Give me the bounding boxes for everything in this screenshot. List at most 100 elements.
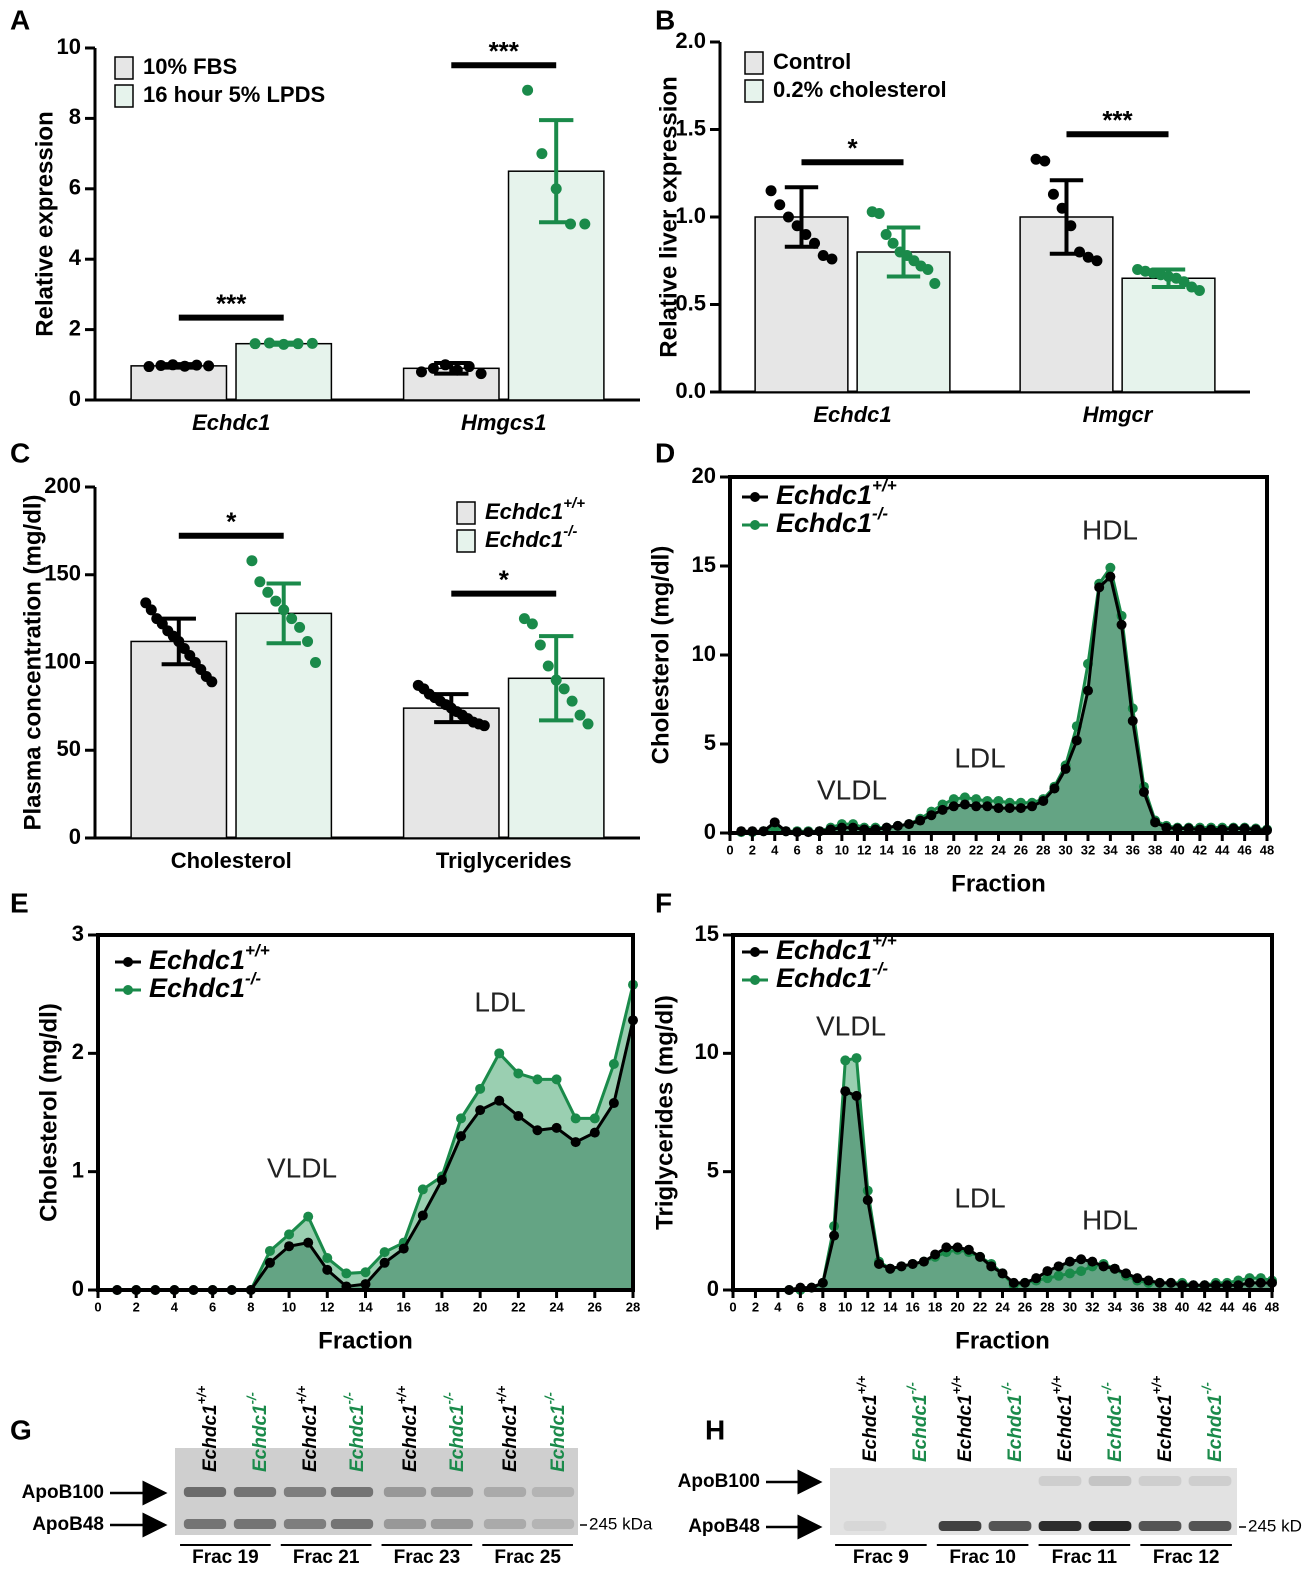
data-point	[1061, 764, 1071, 774]
data-point	[1020, 1278, 1030, 1288]
data-point	[579, 219, 590, 230]
annotation: HDL	[1082, 1204, 1138, 1235]
panel-letter: D	[655, 437, 675, 468]
data-point	[527, 618, 538, 629]
data-point	[571, 1113, 581, 1123]
data-point	[513, 1111, 523, 1121]
data-point	[361, 1267, 371, 1277]
data-point	[874, 1259, 884, 1269]
x-tick-label: 42	[1193, 842, 1207, 857]
blot-band	[234, 1519, 276, 1529]
x-tick-label: 6	[794, 842, 801, 857]
data-point	[475, 1105, 485, 1115]
data-point	[998, 1268, 1008, 1278]
data-point	[926, 810, 936, 820]
x-tick-label: 18	[435, 1299, 449, 1314]
legend-swatch	[745, 52, 763, 74]
blot-band	[484, 1519, 526, 1529]
lane-sup: -/-	[1099, 1382, 1114, 1394]
data-point	[949, 801, 959, 811]
data-point	[250, 338, 261, 349]
fraction-label: Frac 10	[949, 1547, 1016, 1568]
x-tick-label: Cholesterol	[171, 848, 292, 873]
data-point	[1042, 1266, 1052, 1276]
legend-name: Echdc1	[149, 945, 245, 975]
data-point	[1054, 1271, 1064, 1281]
legend-label: Echdc1-/-	[776, 959, 888, 993]
data-point	[975, 1252, 985, 1262]
blot-band	[1039, 1521, 1082, 1531]
legend-name: 0.2% cholesterol	[773, 77, 947, 102]
x-tick-label: 40	[1175, 1299, 1189, 1314]
x-tick-label: 24	[995, 1299, 1010, 1314]
x-tick-label: 12	[857, 842, 871, 857]
x-tick-label: 14	[883, 1299, 898, 1314]
y-axis-label: Cholesterol (mg/dl)	[647, 546, 674, 765]
x-tick-label: 32	[1085, 1299, 1099, 1314]
panel-letter: A	[10, 4, 30, 35]
data-point	[310, 657, 321, 668]
significance-label: *	[847, 133, 858, 163]
x-tick-label: 46	[1242, 1299, 1256, 1314]
panel-letter: E	[10, 887, 29, 918]
lane-sup: -/-	[904, 1382, 919, 1394]
fraction-label: Frac 9	[853, 1547, 909, 1568]
x-tick-label: 22	[969, 842, 983, 857]
blot-band	[184, 1487, 226, 1497]
annotation: LDL	[474, 986, 525, 1017]
legend-dot	[123, 985, 133, 995]
lane-name: Echdc1	[300, 1404, 321, 1472]
x-tick-label: Hmgcs1	[461, 410, 547, 435]
data-point	[1076, 1254, 1086, 1264]
lane-sup: +/+	[1049, 1375, 1064, 1394]
error-bar	[162, 364, 196, 368]
y-tick-label: 10	[692, 641, 716, 666]
data-point	[567, 696, 578, 707]
data-point	[1038, 796, 1048, 806]
legend-dot	[750, 520, 760, 530]
y-tick-label: 0	[704, 819, 716, 844]
legend-dot	[750, 492, 760, 502]
legend-label: 10% FBS	[143, 54, 237, 79]
data-point	[552, 1074, 562, 1084]
data-point	[908, 1259, 918, 1269]
data-point	[1194, 285, 1205, 296]
legend-swatch	[457, 530, 475, 552]
y-tick-label: 5	[707, 1157, 719, 1182]
x-tick-label: 44	[1220, 1299, 1235, 1314]
annotation: VLDL	[267, 1152, 337, 1183]
data-point	[265, 1246, 275, 1256]
x-axis-label: Fraction	[955, 1327, 1050, 1354]
data-point	[1054, 1261, 1064, 1271]
data-point	[571, 1137, 581, 1147]
legend-dot	[750, 975, 760, 985]
y-tick-label: 50	[57, 736, 81, 761]
x-tick-label: 2	[133, 1299, 140, 1314]
data-point	[1072, 735, 1082, 745]
lane-name: Echdc1	[200, 1404, 221, 1472]
x-tick-label: 0	[729, 1299, 736, 1314]
blot-band	[1139, 1521, 1182, 1531]
data-point	[1048, 189, 1059, 200]
x-tick-label: 16	[905, 1299, 919, 1314]
x-tick-label: 22	[511, 1299, 525, 1314]
x-tick-label: 34	[1103, 842, 1118, 857]
lane-name: Echdc1	[1055, 1394, 1076, 1462]
data-point	[609, 1059, 619, 1069]
x-tick-label: 8	[247, 1299, 254, 1314]
data-point	[941, 1242, 951, 1252]
data-point	[1027, 801, 1037, 811]
x-tick-label: 30	[1063, 1299, 1077, 1314]
x-tick-label: 28	[1040, 1299, 1054, 1314]
band-label: ApoB48	[688, 1516, 760, 1537]
marker-label: 245 kDa	[1248, 1516, 1302, 1535]
blot-band	[234, 1487, 276, 1497]
blot-band	[844, 1521, 887, 1531]
data-point	[1094, 582, 1104, 592]
data-point	[532, 1074, 542, 1084]
data-point	[826, 254, 837, 265]
annotation: LDL	[954, 1182, 1005, 1213]
data-point	[590, 1113, 600, 1123]
data-point	[552, 1123, 562, 1133]
y-tick-label: 3	[72, 921, 84, 946]
